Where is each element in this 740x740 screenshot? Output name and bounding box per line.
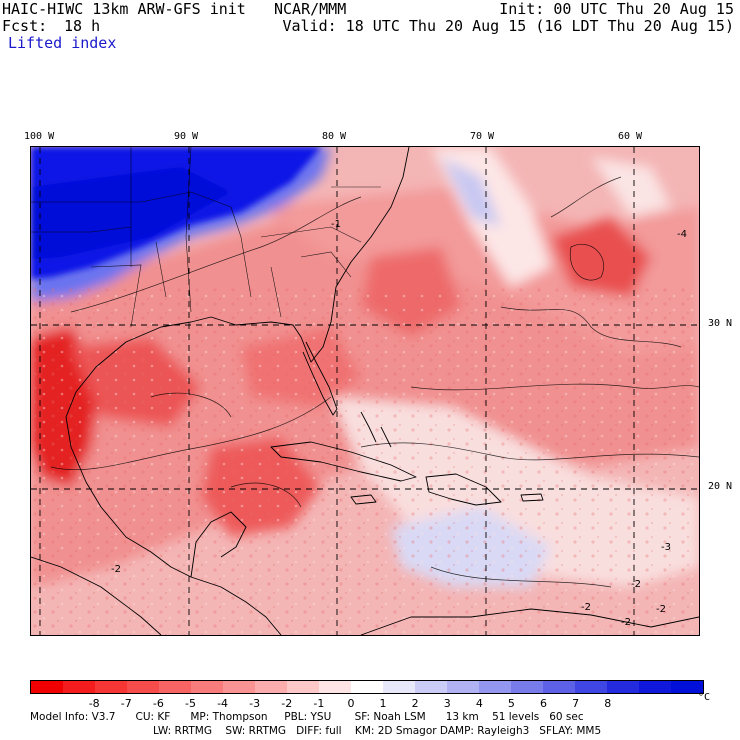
colorbar-tick-label: 1 (379, 697, 387, 710)
colorbar-segment (351, 681, 383, 693)
graticule (31, 147, 699, 635)
lon-label-80w: 80 W (322, 131, 347, 142)
colorbar-tick-label: 5 (507, 697, 515, 710)
fcst-value: 18 h (64, 17, 101, 35)
colorbar-tick-label: -6 (152, 697, 164, 710)
colorbar-segment (575, 681, 607, 693)
colorbar-tick-label: 4 (475, 697, 483, 710)
colorbar-segment (31, 681, 63, 693)
state-borders (31, 147, 381, 328)
lat-label-20n: 20 N (708, 481, 733, 492)
colorbar-tick-label: 0 (347, 697, 355, 710)
colorbar-tick-label: -8 (88, 697, 100, 710)
colorbar-tick-label: -2 (281, 697, 293, 710)
colorbar-tick-label: -3 (249, 697, 261, 710)
colorbar (30, 680, 704, 694)
colorbar-segment (287, 681, 319, 693)
fcst-label: Fcst: (2, 17, 48, 35)
colorbar-tick-label: 8 (604, 697, 612, 710)
model-info-line1: Model Info: V3.7 CU: KF MP: Thompson PBL… (30, 711, 584, 723)
colorbar-segment (319, 681, 351, 693)
field-texture (31, 287, 699, 635)
contour-label: -3 (661, 542, 671, 553)
colorbar-tick-label: 3 (443, 697, 451, 710)
colorbar-segment (159, 681, 191, 693)
contour-labels: -1 -2 -4 -2 -2 -3 -2 -2 (111, 219, 687, 628)
contours (50, 176, 699, 588)
colorbar-segment (543, 681, 575, 693)
colorbar-segment (63, 681, 95, 693)
colorbar-segment (447, 681, 479, 693)
colorbar-segment (95, 681, 127, 693)
colorbar-segment (607, 681, 639, 693)
colorbar-tick-label: 2 (411, 697, 419, 710)
coastlines (31, 147, 699, 635)
colorbar-segment (223, 681, 255, 693)
colorbar-segment (511, 681, 543, 693)
colorbar-segment (415, 681, 447, 693)
lon-label-60w: 60 W (618, 131, 643, 142)
colorbar-segment (383, 681, 415, 693)
colorbar-segment (671, 681, 703, 693)
lon-label-90w: 90 W (174, 131, 199, 142)
init-time: Init: 00 UTC Thu 20 Aug 15 (499, 0, 734, 18)
contour-label: -2 (631, 579, 641, 590)
lifted-index-map: -1 -2 -4 -2 -2 -3 -2 -2 (30, 146, 700, 636)
model-info-line2: LW: RRTMG SW: RRTMG DIFF: full KM: 2D Sm… (153, 725, 602, 737)
colorbar-segment (639, 681, 671, 693)
lon-label-70w: 70 W (470, 131, 495, 142)
contour-label: -2 (621, 617, 631, 628)
field-name: Lifted index (8, 34, 117, 52)
colorbar-tick-label: -4 (217, 697, 229, 710)
colorbar-unit: °C (698, 692, 711, 703)
lat-label-30n: 30 N (708, 318, 733, 329)
colorbar-segment (191, 681, 223, 693)
center-label: NCAR/MMM (274, 0, 347, 18)
colorbar-tick-label: -7 (120, 697, 132, 710)
model-title: HAIC-HIWC 13km ARW-GFS init (2, 0, 246, 18)
colorbar-tick-label: 6 (540, 697, 548, 710)
contour-label: -2 (581, 602, 591, 613)
colorbar-segment (127, 681, 159, 693)
lon-label-100w: 100 W (24, 131, 55, 142)
contour-label: -1 (331, 219, 341, 230)
contour-label: -4 (677, 229, 687, 240)
colorbar-tick-label: -5 (184, 697, 196, 710)
colorbar-tick-label: 7 (572, 697, 580, 710)
map-canvas: -1 -2 -4 -2 -2 -3 -2 -2 (31, 147, 699, 635)
colorbar-segment (255, 681, 287, 693)
contour-label: -2 (656, 604, 666, 615)
contour-label: -2 (111, 564, 121, 575)
colorbar-segment (479, 681, 511, 693)
colorbar-tick-label: -1 (313, 697, 325, 710)
valid-time: Valid: 18 UTC Thu 20 Aug 15 (16 LDT Thu … (282, 17, 734, 35)
